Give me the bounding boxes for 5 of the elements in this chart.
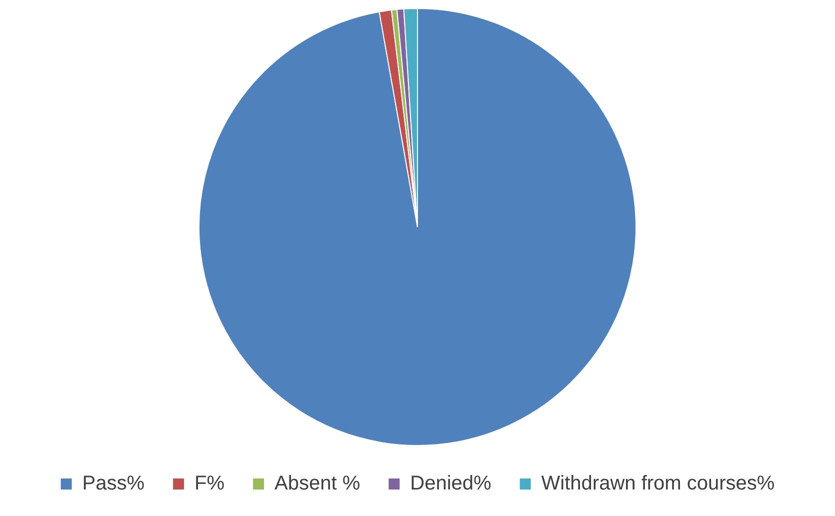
- legend-label: Pass%: [82, 472, 145, 495]
- legend-label: Withdrawn from courses%: [541, 472, 775, 495]
- legend-label: Absent %: [274, 472, 360, 495]
- legend-label: Denied%: [410, 472, 492, 495]
- legend-label: F%: [194, 472, 225, 495]
